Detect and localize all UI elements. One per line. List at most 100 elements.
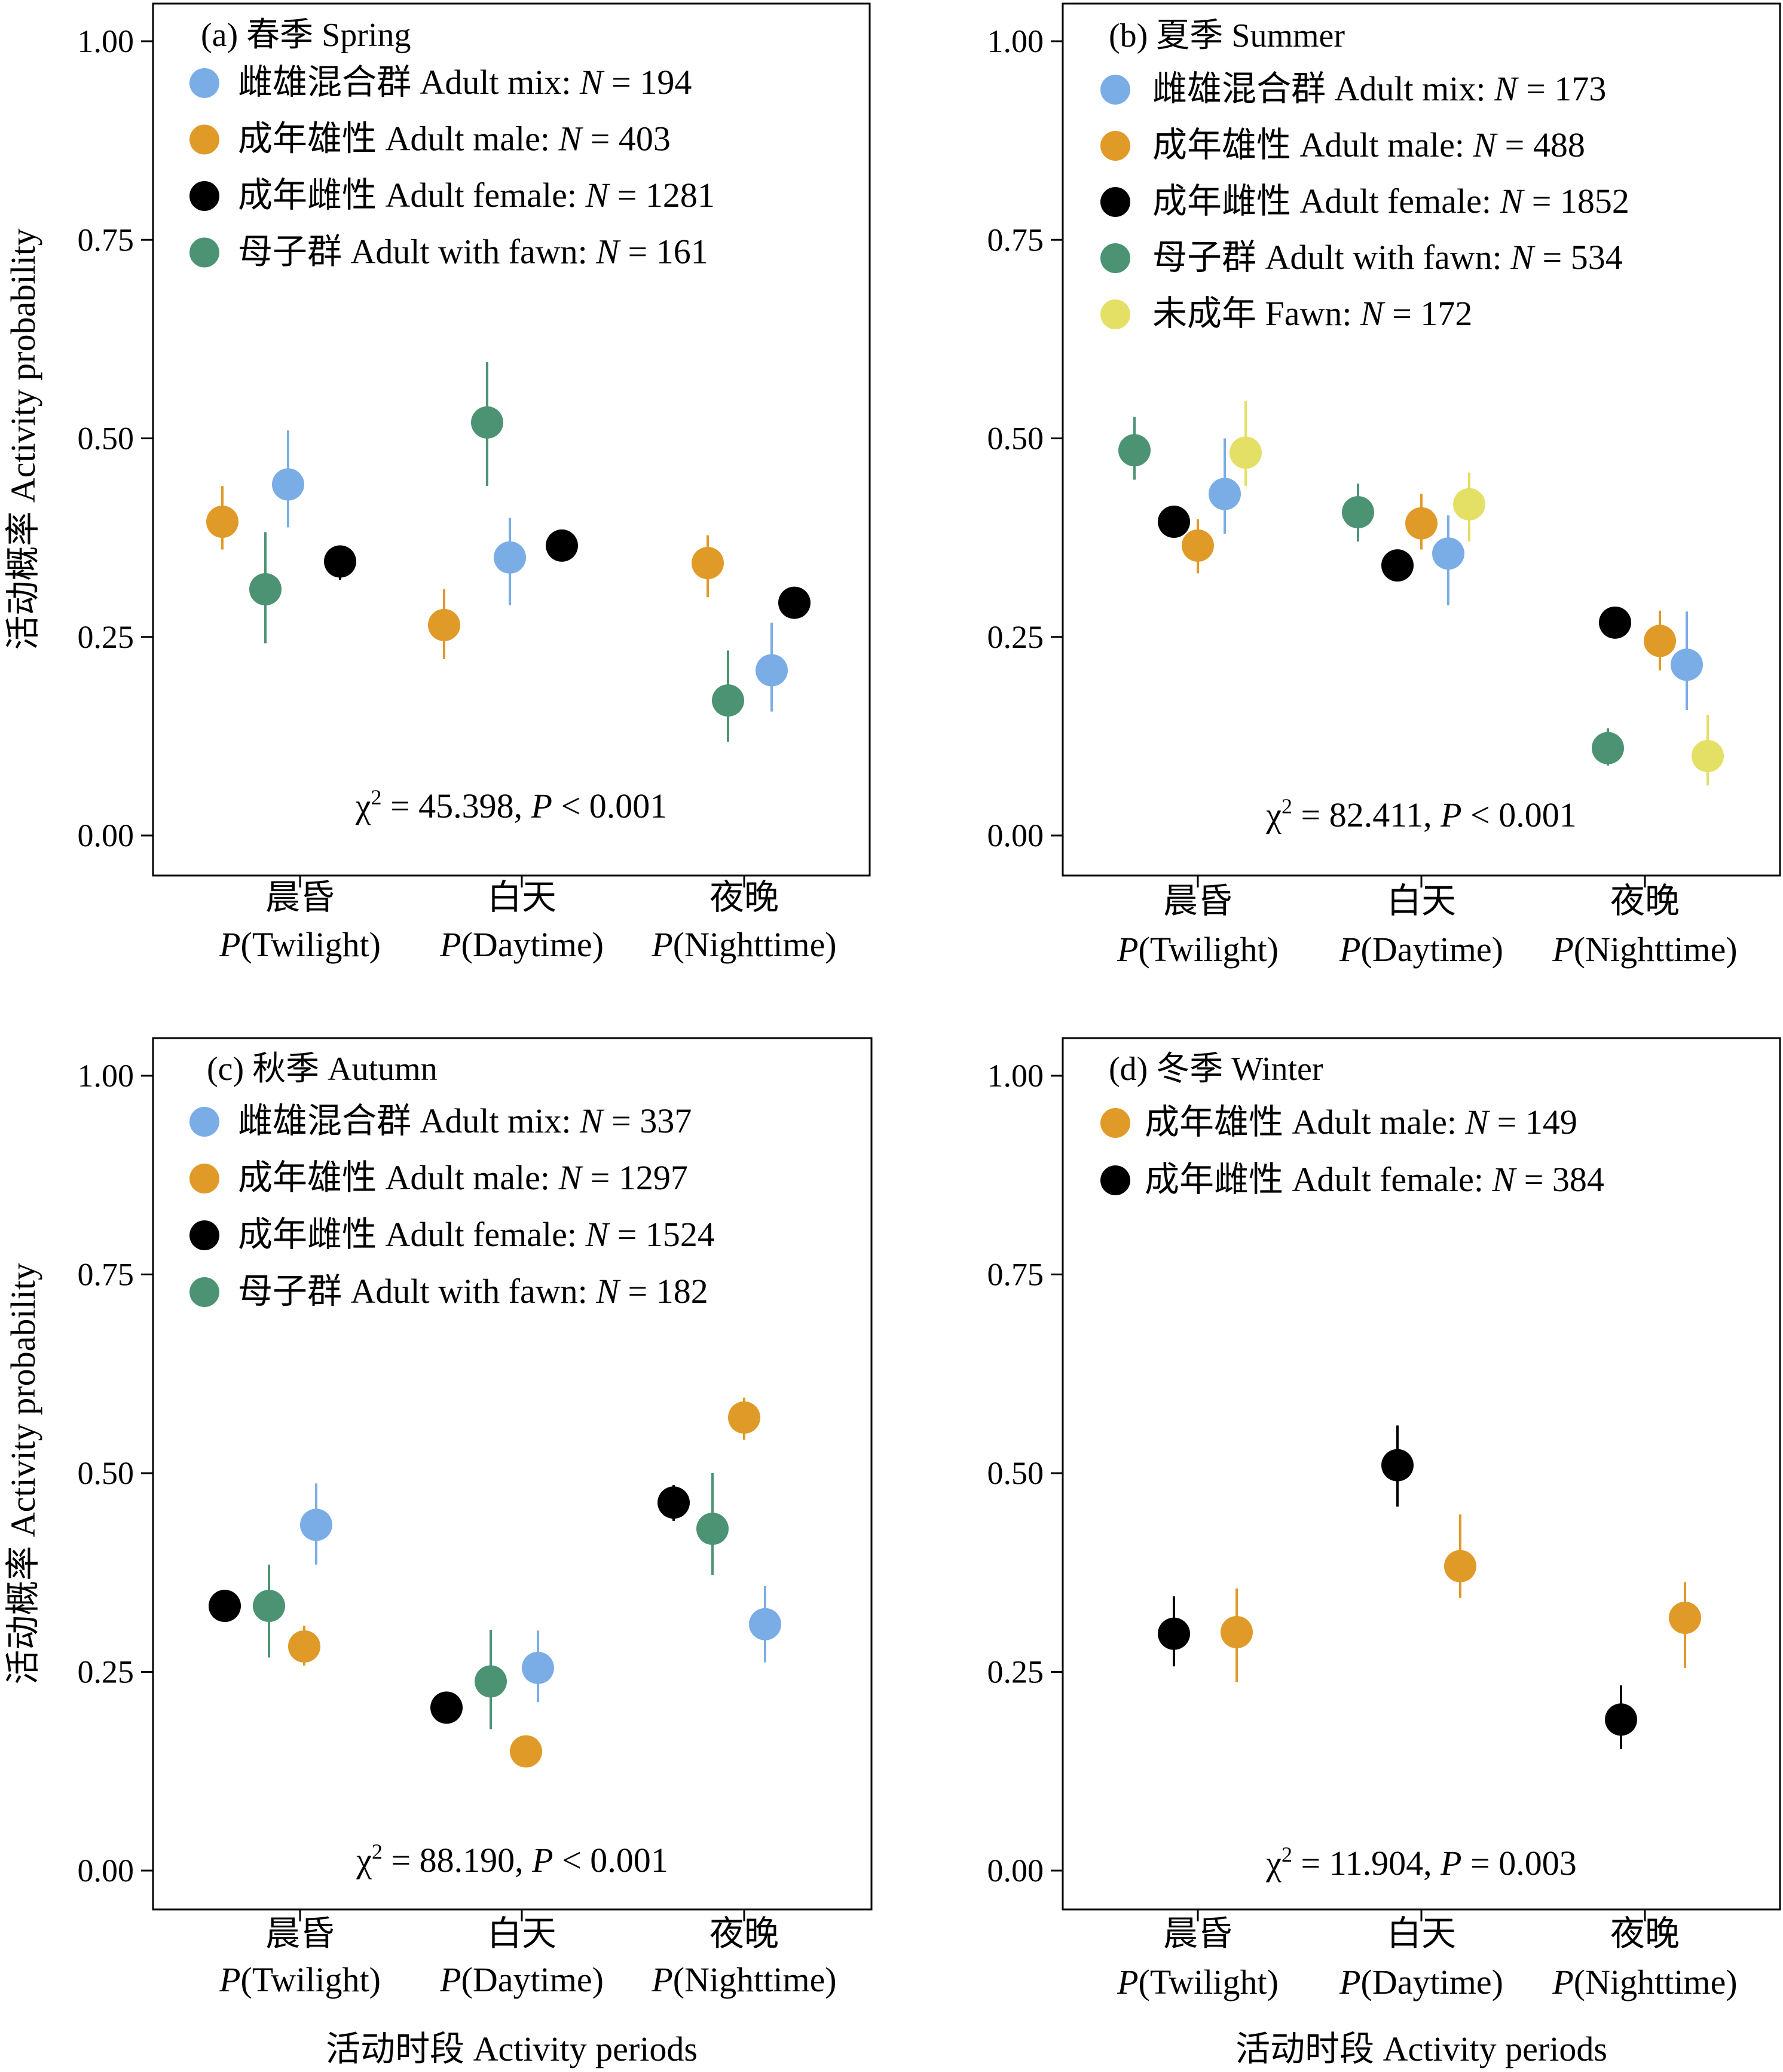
x-tick-label-en: P(Daytime) [1339, 1963, 1503, 2001]
data-point [1182, 529, 1214, 562]
data-point [1599, 606, 1631, 639]
data-point [1692, 740, 1724, 773]
data-point [430, 1691, 463, 1724]
legend-marker [189, 68, 219, 98]
legend-marker [189, 124, 219, 155]
data-point [749, 1608, 781, 1641]
panel-a: 0.00 0.25 0.50 0.75 1.00 晨昏 P(Twilight) 白天 P(Day… [78, 2, 871, 964]
legend-label: 成年雌性 Adult female: N = 1281 [238, 176, 715, 215]
data-point [1342, 496, 1374, 529]
legend-marker [189, 1107, 219, 1137]
data-point [1453, 488, 1485, 521]
legend-marker [189, 1277, 219, 1307]
y-tick-label: 1.00 [78, 23, 134, 59]
x-tick-label-en: P(Twilight) [219, 1960, 381, 1999]
y-tick-label: 0.75 [78, 1257, 134, 1293]
data-point [692, 547, 724, 580]
x-tick-label-en: P(Twilight) [219, 925, 381, 964]
legend-label: 雌雄混合群 Adult mix: N = 194 [238, 63, 692, 102]
panel-title: (c) 秋季 Autumn [207, 1051, 438, 1088]
y-tick-label: 0.25 [987, 1654, 1044, 1690]
x-tick-label-cn: 晨昏 [1163, 1914, 1232, 1953]
stat-annotation: χ2 = 11.904, P = 0.003 [1265, 1843, 1576, 1883]
plot-frame [152, 2, 871, 877]
x-tick-label-cn: 白天 [487, 878, 556, 917]
legend-label: 母子群 Adult with fawn: N = 534 [1152, 238, 1623, 277]
data-point [1605, 1703, 1637, 1736]
legend-marker [1100, 187, 1130, 217]
x-tick-label-en: P(Nighttime) [1552, 1963, 1737, 2001]
stat-annotation: χ2 = 82.411, P < 0.001 [1265, 794, 1576, 834]
data-point [712, 684, 744, 717]
y-tick-label: 0.00 [78, 818, 134, 853]
x-tick-label-en: P(Twilight) [1117, 930, 1279, 969]
data-point [522, 1651, 554, 1684]
y-tick-label: 0.00 [987, 1853, 1044, 1889]
data-point [1669, 1602, 1701, 1635]
data-point [1381, 549, 1414, 582]
data-point [756, 654, 788, 687]
data-point [1644, 625, 1676, 657]
legend-label: 成年雌性 Adult female: N = 384 [1145, 1160, 1604, 1199]
data-point [471, 406, 503, 439]
y-tick-label: 1.00 [987, 1058, 1044, 1094]
data-point [324, 545, 356, 578]
legend-marker [1100, 1108, 1130, 1138]
y-tick-label: 0.50 [78, 421, 134, 457]
legend-label: 成年雄性 Adult male: N = 149 [1145, 1103, 1577, 1141]
data-point [475, 1665, 507, 1698]
y-axis-title: 活动概率 Activity probability [4, 1263, 42, 1685]
legend-label: 雌雄混合群 Adult mix: N = 337 [238, 1101, 692, 1140]
y-tick-label: 0.00 [987, 818, 1044, 853]
y-tick-label: 0.25 [987, 619, 1044, 655]
legend-marker [189, 181, 219, 211]
data-point [300, 1508, 332, 1541]
x-tick-label-en: P(Daytime) [439, 925, 604, 964]
legend-marker [1100, 243, 1130, 273]
data-point [209, 1590, 241, 1623]
legend-label: 成年雄性 Adult male: N = 488 [1152, 126, 1585, 164]
chart-panels: 0.00 0.25 0.50 0.75 1.00 晨昏 P(Twilight) 白天 P(Day… [4, 2, 1781, 2068]
x-tick-label-cn: 白天 [487, 1914, 556, 1953]
y-tick-label: 0.00 [78, 1853, 134, 1889]
data-point [206, 506, 238, 538]
x-axis-title: 活动时段 Activity periods [1235, 2030, 1607, 2068]
data-point [728, 1401, 760, 1434]
legend-label: 母子群 Adult with fawn: N = 182 [238, 1272, 708, 1311]
data-point [657, 1486, 690, 1519]
y-tick-label: 0.25 [78, 619, 134, 655]
legend-label: 雌雄混合群 Adult mix: N = 173 [1152, 69, 1606, 108]
data-point [1158, 506, 1190, 538]
x-tick-label-en: P(Nighttime) [651, 1960, 836, 1999]
data-point [272, 468, 304, 501]
legend-marker [1100, 75, 1130, 105]
x-tick-label-cn: 晨昏 [265, 878, 335, 917]
panel-title: (d) 冬季 Winter [1109, 1051, 1323, 1088]
y-axis-title: 活动概率 Activity probability [4, 228, 42, 650]
data-point [1221, 1616, 1253, 1648]
x-tick-label-en: P(Twilight) [1117, 1963, 1279, 2001]
stat-annotation: χ2 = 88.190, P < 0.001 [356, 1840, 668, 1880]
legend-label: 成年雄性 Adult male: N = 1297 [238, 1158, 688, 1197]
data-point [1158, 1617, 1190, 1650]
data-point [494, 541, 526, 574]
data-point [1118, 434, 1151, 467]
y-tick-label: 0.25 [78, 1654, 134, 1690]
data-point [696, 1513, 729, 1545]
data-point [778, 586, 811, 619]
data-point [1432, 537, 1464, 570]
y-tick-label: 0.50 [987, 1455, 1044, 1491]
data-point [1405, 507, 1438, 540]
data-point [1230, 436, 1262, 469]
y-tick-label: 0.75 [987, 1257, 1044, 1293]
panel-d: 0.00 0.25 0.50 0.75 1.00 晨昏 P(Twilight) 白天 P(Day… [987, 1037, 1781, 2001]
x-tick-label-cn: 夜晚 [709, 1914, 779, 1953]
panel-title: (a) 春季 Spring [201, 17, 411, 54]
panel-title: (b) 夏季 Summer [1109, 17, 1345, 54]
legend-marker [189, 1220, 219, 1250]
data-point [288, 1630, 320, 1663]
panel-b: 0.00 0.25 0.50 0.75 1.00 晨昏 P(Twilight) 白天 P(Day… [987, 2, 1781, 969]
y-tick-label: 0.75 [78, 222, 134, 258]
data-point [253, 1590, 285, 1623]
